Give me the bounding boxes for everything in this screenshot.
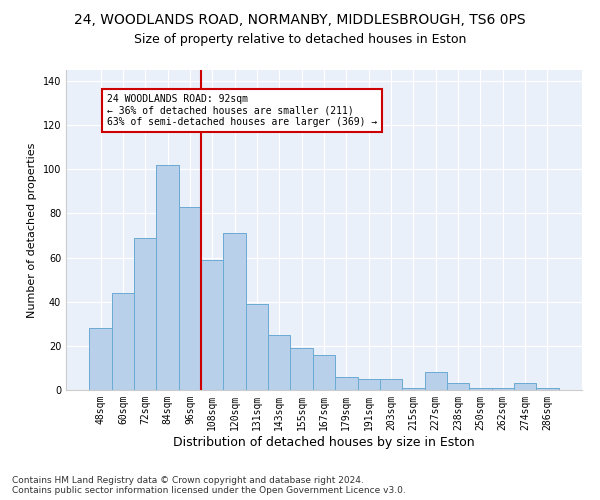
Text: Contains HM Land Registry data © Crown copyright and database right 2024.
Contai: Contains HM Land Registry data © Crown c…: [12, 476, 406, 495]
Bar: [201, 260, 223, 390]
Bar: [223, 234, 246, 390]
Bar: [268, 335, 290, 390]
Bar: [112, 293, 134, 390]
Text: 24, WOODLANDS ROAD, NORMANBY, MIDDLESBROUGH, TS6 0PS: 24, WOODLANDS ROAD, NORMANBY, MIDDLESBRO…: [74, 12, 526, 26]
Bar: [89, 328, 112, 390]
X-axis label: Distribution of detached houses by size in Eston: Distribution of detached houses by size …: [173, 436, 475, 448]
Bar: [179, 207, 201, 390]
Bar: [380, 379, 402, 390]
Bar: [335, 377, 358, 390]
Bar: [536, 388, 559, 390]
Bar: [425, 372, 447, 390]
Text: Size of property relative to detached houses in Eston: Size of property relative to detached ho…: [134, 32, 466, 46]
Bar: [491, 388, 514, 390]
Bar: [290, 348, 313, 390]
Bar: [402, 388, 425, 390]
Bar: [447, 384, 469, 390]
Y-axis label: Number of detached properties: Number of detached properties: [27, 142, 37, 318]
Bar: [157, 165, 179, 390]
Text: 24 WOODLANDS ROAD: 92sqm
← 36% of detached houses are smaller (211)
63% of semi-: 24 WOODLANDS ROAD: 92sqm ← 36% of detach…: [107, 94, 377, 128]
Bar: [358, 379, 380, 390]
Bar: [134, 238, 157, 390]
Bar: [246, 304, 268, 390]
Bar: [313, 354, 335, 390]
Bar: [514, 384, 536, 390]
Bar: [469, 388, 491, 390]
